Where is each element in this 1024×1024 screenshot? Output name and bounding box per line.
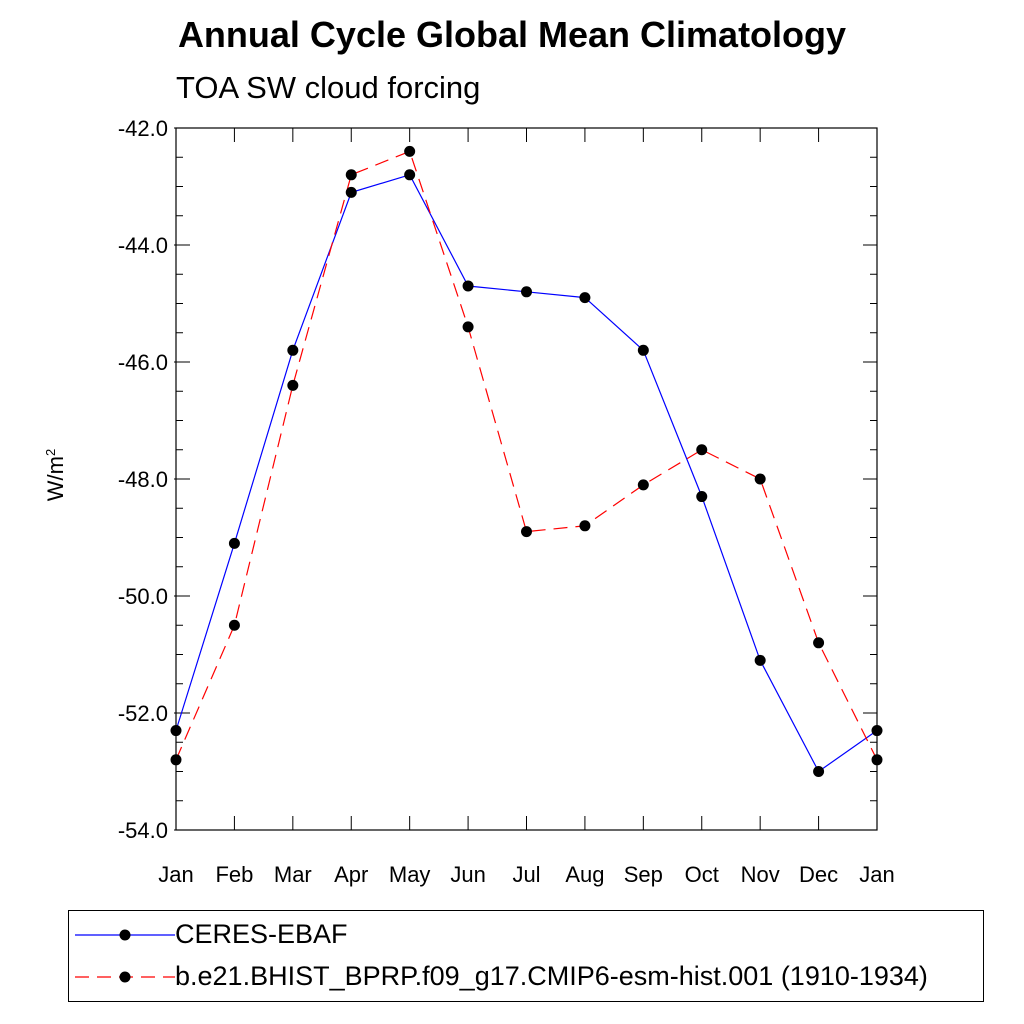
data-point-model <box>170 754 182 766</box>
y-tick-label: -42.0 <box>118 116 168 141</box>
data-point-model <box>813 637 825 649</box>
y-tick-label: -50.0 <box>118 584 168 609</box>
data-point-model <box>345 169 357 181</box>
legend-entry-model: b.e21.BHIST_BPRP.f09_g17.CMIP6-esm-hist.… <box>69 957 983 997</box>
chart-title: Annual Cycle Global Mean Climatology <box>177 14 847 55</box>
data-point-model <box>754 473 766 485</box>
x-tick-label: Apr <box>334 862 368 887</box>
data-point-model <box>696 444 708 456</box>
data-point-ceres <box>228 537 240 549</box>
data-point-ceres <box>754 654 766 666</box>
data-point-ceres <box>287 344 299 356</box>
plot-frame <box>175 127 878 831</box>
data-point-model <box>521 526 532 538</box>
data-point-ceres <box>521 286 532 298</box>
data-point-ceres <box>696 491 708 503</box>
x-tick-label: Jun <box>450 862 485 887</box>
data-point-ceres <box>404 169 416 181</box>
data-point-model <box>228 619 240 631</box>
data-point-ceres <box>345 186 357 198</box>
series-line-ceres <box>175 174 878 773</box>
legend: CERES-EBAF b.e21.BHIST_BPRP.f09_g17.CMIP… <box>68 910 984 1002</box>
x-tick-label: Jul <box>512 862 540 887</box>
y-tick-label: -52.0 <box>118 701 168 726</box>
data-point-model <box>579 520 591 532</box>
data-point-model <box>871 754 883 766</box>
series-line-model <box>175 150 878 761</box>
data-point-ceres <box>813 766 825 777</box>
x-tick-label: Jan <box>859 862 894 887</box>
x-tick-label: Dec <box>799 862 838 887</box>
chart-subtitle: TOA SW cloud forcing <box>176 70 481 105</box>
x-tick-label: Sep <box>624 862 663 887</box>
legend-swatch-ceres <box>75 929 175 941</box>
x-tick-label: May <box>389 862 431 887</box>
x-tick-label: Oct <box>685 862 719 887</box>
x-tick-label: Aug <box>565 862 604 887</box>
x-tick-label: Mar <box>274 862 312 887</box>
data-point-model <box>637 479 649 491</box>
legend-label-model: b.e21.BHIST_BPRP.f09_g17.CMIP6-esm-hist.… <box>175 961 928 991</box>
y-tick-label: -54.0 <box>118 818 168 843</box>
data-point-ceres <box>462 280 474 292</box>
x-tick-label: Nov <box>741 862 780 887</box>
line-chart: -42.0 -44.0 -46.0 -48.0 -50.0 -52.0 -54.0 Jan Fe… <box>118 116 895 887</box>
y-tick-label: -48.0 <box>118 467 168 492</box>
legend-entry-ceres: CERES-EBAF <box>69 915 983 955</box>
data-point-ceres <box>579 292 591 304</box>
x-tick-label: Feb <box>215 862 253 887</box>
x-tick-label: Jan <box>158 862 193 887</box>
data-point-ceres <box>871 725 883 737</box>
data-point-model <box>462 321 474 333</box>
y-tick-label: -46.0 <box>118 350 168 375</box>
data-point-model <box>287 379 299 391</box>
y-tick-label: -44.0 <box>118 233 168 258</box>
legend-label-ceres: CERES-EBAF <box>175 919 348 949</box>
data-point-ceres <box>637 344 649 356</box>
data-point-ceres <box>170 725 182 737</box>
legend-swatch-model <box>75 971 175 983</box>
data-point-model <box>404 145 416 157</box>
